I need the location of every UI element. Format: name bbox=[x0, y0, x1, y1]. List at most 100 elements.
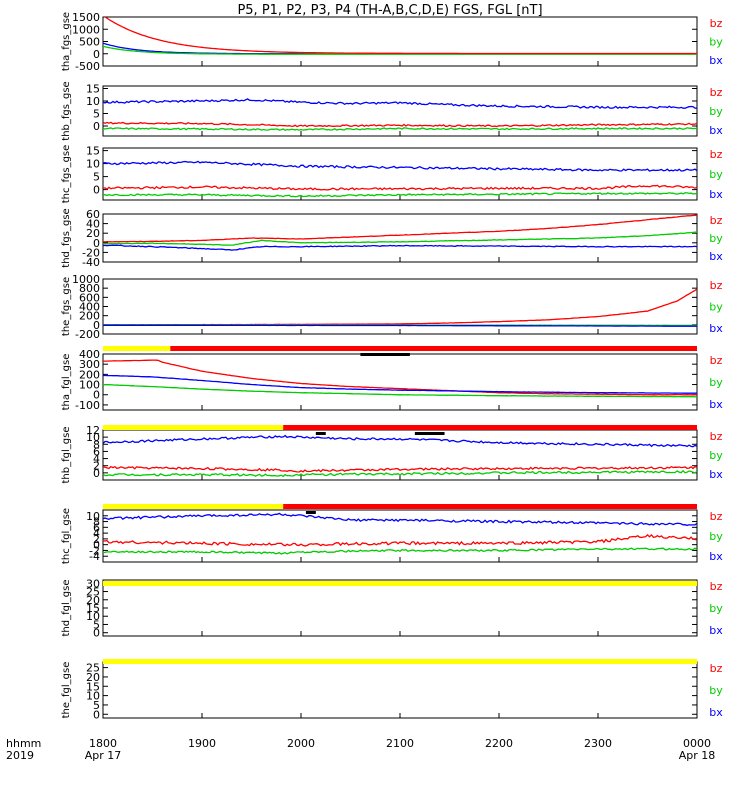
legend-by: by bbox=[709, 168, 723, 181]
ytick-label: 1000 bbox=[72, 23, 100, 36]
legend-bz: bz bbox=[710, 662, 723, 675]
legend-bx: bx bbox=[709, 322, 723, 335]
series-group bbox=[103, 359, 697, 398]
ytick-label: 200 bbox=[79, 310, 100, 323]
ytick-label: 500 bbox=[79, 36, 100, 49]
panel-ylabel: thc_fgs_gse bbox=[61, 145, 72, 204]
legend-bx: bx bbox=[709, 398, 723, 411]
panel-ylabel: thb_fgs_gse bbox=[61, 81, 72, 140]
ytick-label: 0 bbox=[93, 708, 100, 721]
legend-by: by bbox=[709, 684, 723, 697]
panel-frame bbox=[102, 509, 698, 563]
legend-bz: bz bbox=[710, 430, 723, 443]
ytick-label: 2 bbox=[93, 533, 100, 546]
ytick-label: 0 bbox=[93, 627, 100, 640]
ytick-label: 5 bbox=[93, 171, 100, 184]
series-bz bbox=[104, 17, 697, 55]
mode-segment bbox=[103, 425, 284, 430]
series-bx bbox=[103, 98, 697, 110]
panel-ylabel: tha_fgl_gse bbox=[61, 354, 72, 411]
legend-by: by bbox=[709, 36, 723, 49]
mode-flag bbox=[414, 432, 445, 435]
mode-flag bbox=[305, 511, 316, 514]
panel-ylabel: thb_fgl_gse bbox=[61, 427, 72, 484]
series-by bbox=[103, 127, 697, 132]
xtick-label: 2300 bbox=[584, 737, 612, 750]
series-by bbox=[103, 231, 697, 246]
xtick-label: 2100 bbox=[386, 737, 414, 750]
series-group bbox=[103, 512, 697, 555]
legend-bx: bx bbox=[709, 624, 723, 637]
ytick-label: 12 bbox=[86, 424, 100, 437]
ytick-label: 0 bbox=[93, 539, 100, 552]
ytick-label: 25 bbox=[86, 662, 100, 675]
ytick-label: 6 bbox=[93, 521, 100, 534]
ytick-label: 15 bbox=[86, 602, 100, 615]
ytick-label: 0 bbox=[93, 467, 100, 480]
ytick-label: -40 bbox=[82, 256, 100, 269]
ytick-label: 0 bbox=[93, 120, 100, 133]
legend-bz: bz bbox=[710, 279, 723, 292]
series-bx bbox=[103, 434, 697, 448]
series-bx bbox=[103, 512, 697, 527]
xtick-label: 2200 bbox=[485, 737, 513, 750]
ytick-label: 800 bbox=[79, 282, 100, 295]
panel-frame bbox=[102, 429, 698, 481]
panel-ylabel: tha_fgs_gse bbox=[61, 12, 72, 71]
ytick-label: 25 bbox=[86, 586, 100, 599]
ytick-label: 10 bbox=[86, 690, 100, 703]
xtick-label: 0000 bbox=[683, 737, 711, 750]
series-group bbox=[103, 98, 697, 132]
legend-bz: bz bbox=[710, 354, 723, 367]
series-bz bbox=[103, 533, 697, 547]
ytick-label: 60 bbox=[86, 208, 100, 221]
ytick-label: 10 bbox=[86, 158, 100, 171]
legend-bx: bx bbox=[709, 706, 723, 719]
mode-segment bbox=[103, 581, 697, 586]
ytick-label: 8 bbox=[93, 438, 100, 451]
footer-label-hhmm: hhmm bbox=[6, 737, 41, 750]
series-by bbox=[103, 547, 697, 555]
legend-bz: bz bbox=[710, 86, 723, 99]
ytick-label: 40 bbox=[86, 218, 100, 231]
legend-by: by bbox=[709, 530, 723, 543]
panel-frame bbox=[102, 16, 698, 67]
ytick-label: 10 bbox=[86, 431, 100, 444]
series-group bbox=[103, 288, 697, 327]
ytick-label: -100 bbox=[75, 399, 100, 412]
series-bx bbox=[103, 374, 697, 394]
panel-frame bbox=[102, 579, 698, 637]
ytick-label: 4 bbox=[93, 527, 100, 540]
legend-bx: bx bbox=[709, 550, 723, 563]
panel-frame bbox=[102, 661, 698, 719]
mode-segment bbox=[103, 504, 284, 509]
legend-by: by bbox=[709, 376, 723, 389]
ytick-label: 30 bbox=[86, 577, 100, 590]
series-bz bbox=[103, 121, 697, 128]
series-group bbox=[103, 160, 697, 198]
panel-ylabel: thd_fgl_gse bbox=[61, 580, 72, 637]
series-by bbox=[103, 469, 697, 478]
panel-frame bbox=[102, 353, 698, 411]
ytick-label: 10 bbox=[86, 610, 100, 623]
ytick-label: 600 bbox=[79, 291, 100, 304]
ytick-label: 20 bbox=[86, 594, 100, 607]
ytick-label: 0 bbox=[93, 237, 100, 250]
ytick-label: 15 bbox=[86, 83, 100, 96]
mode-segment bbox=[283, 504, 697, 509]
mode-bars bbox=[103, 346, 697, 664]
ytick-label: 0 bbox=[93, 184, 100, 197]
mode-flag bbox=[315, 432, 326, 435]
ytick-label: -20 bbox=[82, 246, 100, 259]
